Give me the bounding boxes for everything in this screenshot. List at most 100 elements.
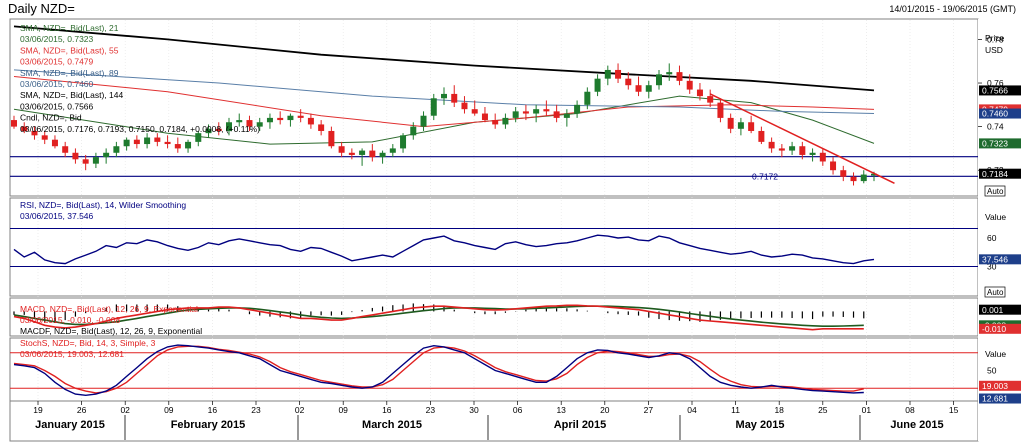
x-axis-panel — [9, 400, 979, 442]
price-legend-line: 03/06/2015, 0.7176, 0.7193, 0.7150, 0.71… — [20, 124, 260, 134]
candle-body — [819, 152, 826, 162]
x-tick-label: 18 — [774, 405, 784, 415]
x-tick-label: 27 — [644, 405, 654, 415]
candle-body — [635, 85, 642, 92]
price-value-badge — [979, 108, 1021, 119]
rsi-panel[interactable] — [9, 197, 979, 297]
candle-body — [594, 78, 601, 92]
rsi-axis-title: Value — [985, 212, 1006, 222]
candle-body — [103, 152, 110, 158]
candle-body — [379, 152, 386, 158]
candle-body — [174, 144, 181, 149]
candle-body — [461, 102, 468, 110]
rsi-tick-label: 30 — [987, 262, 997, 272]
candle-body — [266, 117, 273, 123]
candle-body — [123, 139, 130, 147]
price-value-badge-label: 0.7566 — [982, 86, 1008, 96]
candle-body — [133, 139, 140, 145]
candle-body — [604, 69, 611, 79]
candle-body — [656, 74, 662, 86]
price-auto-label: Auto — [987, 187, 1004, 196]
candle-body — [318, 124, 325, 131]
candle-body — [297, 115, 304, 118]
stoch-value-badge — [979, 380, 1021, 391]
date-range: 14/01/2015 - 19/06/2015 (GMT) — [889, 4, 1016, 14]
candle-body — [256, 122, 263, 127]
candle-body — [481, 113, 488, 121]
candle-body — [840, 170, 847, 177]
candle-body — [625, 78, 632, 86]
chart-title: Daily NZD= — [8, 1, 75, 16]
rsi-legend: RSI, NZD=, Bid(Last), 14, Wilder Smoothi… — [20, 200, 186, 221]
macd-value-badge — [979, 304, 1021, 315]
x-tick-label: 23 — [426, 405, 436, 415]
price-legend-line: 03/06/2015, 0.7460 — [20, 79, 94, 89]
x-tick-label: 01 — [862, 405, 872, 415]
month-label: January 2015 — [35, 419, 105, 431]
candle-body — [441, 93, 447, 99]
price-legend-line: 03/06/2015, 0.7479 — [20, 57, 94, 67]
price-legend-line: SMA, NZD=, Bid(Last), 55 — [20, 45, 119, 55]
price-plot: 0.7172 — [10, 25, 978, 186]
stoch-tick-label: 50 — [987, 366, 997, 376]
x-tick-label: 15 — [949, 405, 959, 415]
price-axis-title: Price — [985, 33, 1005, 43]
macd-legend-line-2: 03/06/2015, -0.010, -0.008 — [20, 315, 120, 325]
candle-body — [113, 146, 120, 153]
price-legend-line: SMA, NZD=, Bid(Last), 21 — [20, 23, 119, 33]
candle-body — [31, 130, 38, 136]
candle-body — [21, 126, 28, 131]
candle-body — [92, 157, 99, 164]
candle-body — [359, 150, 366, 155]
candle-body — [799, 146, 806, 155]
candle-body — [860, 174, 867, 182]
candle-body — [727, 117, 734, 129]
candle-body — [154, 137, 161, 142]
candle-body — [778, 148, 785, 151]
candle-body — [236, 120, 243, 123]
x-tick-label: 23 — [251, 405, 261, 415]
rsi-auto-button[interactable]: Auto — [984, 286, 1006, 298]
candle-body — [696, 89, 703, 97]
support-label: 0.7172 — [752, 171, 778, 181]
month-label: June 2015 — [890, 419, 943, 431]
candle-body — [758, 130, 765, 142]
month-label: April 2015 — [554, 419, 607, 431]
candle-body — [72, 152, 79, 160]
rsi-line — [13, 234, 875, 265]
stoch-k-line — [13, 344, 864, 397]
x-tick-label: 25 — [818, 405, 828, 415]
macd-legend: MACD, NZD=, Bid(Last), 12, 26, 9, Expone… — [20, 304, 202, 336]
price-value-badge — [979, 168, 1021, 179]
candle-body — [615, 69, 622, 79]
price-tick-label: 0.78 — [987, 34, 1004, 44]
price-value-badge — [979, 138, 1021, 149]
x-tick-label: 04 — [687, 405, 697, 415]
sma-line — [13, 25, 875, 92]
x-tick-label: 08 — [905, 405, 915, 415]
stoch-legend-line-1: StochS, NZD=, Bid, 14, 3, Simple, 3 — [20, 338, 156, 348]
candle-body — [768, 141, 775, 149]
rsi-plot — [10, 228, 978, 267]
month-label: May 2015 — [736, 419, 785, 431]
candle-body — [666, 72, 673, 75]
price-auto-button[interactable]: Auto — [984, 185, 1006, 197]
value-badges: 0.75660.74790.74600.73230.718437.5460.00… — [979, 85, 1021, 404]
x-tick-label: 20 — [600, 405, 610, 415]
price-legend-line: 03/06/2015, 0.7323 — [20, 34, 94, 44]
rsi-value-badge-label: 37.546 — [982, 255, 1008, 265]
candle-body — [287, 115, 294, 121]
sma-line — [13, 69, 875, 114]
x-tick-label: 06 — [513, 405, 523, 415]
rsi-value-badge — [979, 254, 1021, 265]
x-tick-label: 02 — [295, 405, 305, 415]
month-label: March 2015 — [362, 419, 422, 431]
stoch-value-badge — [979, 393, 1021, 404]
macd-value-badge-label: -0.010 — [982, 324, 1006, 334]
x-tick-label: 16 — [208, 405, 218, 415]
price-value-badge-label: 0.7323 — [982, 139, 1008, 149]
candle-body — [850, 176, 857, 182]
price-legend-line: SMA, NZD=, Bid(Last), 144 — [20, 90, 123, 100]
x-tick-label: 02 — [120, 405, 130, 415]
macd-signal-line — [13, 305, 864, 328]
